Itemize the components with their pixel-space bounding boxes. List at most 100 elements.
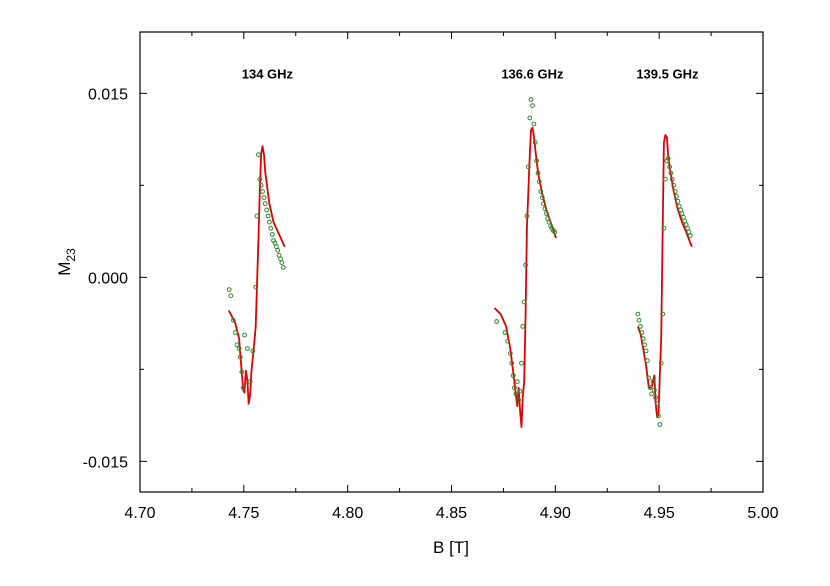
data-point xyxy=(253,284,259,290)
data-point xyxy=(275,247,281,253)
data-point xyxy=(650,379,656,385)
data-point xyxy=(653,395,658,400)
data-point xyxy=(669,176,675,182)
data-point xyxy=(671,182,677,188)
fit-line-1 xyxy=(493,126,557,428)
frequency-annotations: 134 GHz 136.6 GHz 139.5 GHz xyxy=(242,67,699,82)
data-point xyxy=(257,176,263,182)
data-point xyxy=(237,354,243,360)
data-point xyxy=(541,201,546,207)
data-point xyxy=(250,348,256,354)
data-point xyxy=(635,311,641,317)
data-point xyxy=(646,375,652,381)
data-point xyxy=(258,182,264,188)
data-point xyxy=(536,179,542,185)
data-point xyxy=(245,346,250,351)
data-point xyxy=(520,324,526,329)
data-point xyxy=(534,158,539,164)
data-point xyxy=(525,164,531,170)
data-point xyxy=(517,389,523,394)
fit-line-0 xyxy=(227,145,286,405)
data-point xyxy=(226,287,232,293)
data-point xyxy=(510,373,516,378)
data-point xyxy=(507,351,513,356)
x-tick-label: 4.80 xyxy=(332,505,363,522)
x-tick-label: 4.85 xyxy=(436,505,467,522)
data-point xyxy=(664,158,670,164)
annotation-label: 136.6 GHz xyxy=(501,67,564,82)
y-axis-title: M23 xyxy=(55,248,78,276)
x-tick-label: 4.70 xyxy=(124,505,155,522)
data-point xyxy=(672,189,678,194)
data-point xyxy=(242,332,247,338)
data-point xyxy=(502,330,508,335)
data-point xyxy=(644,358,650,364)
x-tick-label: 4.90 xyxy=(540,505,571,522)
data-point xyxy=(660,311,666,317)
y-axis-ticks: 0.015 0.000 -0.015 xyxy=(83,86,763,471)
data-point xyxy=(530,103,535,108)
data-point xyxy=(538,189,544,194)
data-point xyxy=(542,206,548,212)
data-point xyxy=(231,317,236,323)
data-point xyxy=(513,391,519,397)
data-point xyxy=(656,413,661,419)
data-point xyxy=(494,319,500,324)
data-point xyxy=(640,336,646,342)
data-point xyxy=(280,265,286,270)
data-point xyxy=(531,121,537,127)
data-point xyxy=(675,198,681,204)
x-tick-label: 5.00 xyxy=(747,505,778,522)
plot-frame xyxy=(139,31,764,493)
data-point xyxy=(638,324,643,329)
data-point xyxy=(548,223,553,229)
x-tick-label: 4.95 xyxy=(644,505,675,522)
data-point xyxy=(668,170,674,176)
data-point xyxy=(254,213,260,219)
data-point xyxy=(262,201,268,207)
data-point xyxy=(665,155,671,161)
data-point xyxy=(535,170,541,176)
data-point xyxy=(234,342,240,348)
y-tick-label: 0.000 xyxy=(88,270,128,287)
annotation-label: 139.5 GHz xyxy=(636,67,699,82)
data-point xyxy=(512,385,517,391)
data-point xyxy=(261,195,267,201)
data-point xyxy=(524,213,530,219)
y-axis-title-subscript: 23 xyxy=(64,248,78,262)
data-point xyxy=(516,397,521,403)
data-point xyxy=(674,194,679,199)
y-tick-label: -0.015 xyxy=(83,454,128,471)
data-point xyxy=(649,391,654,397)
fit-line-2 xyxy=(636,134,693,419)
data-point xyxy=(228,293,234,299)
data-point xyxy=(657,422,663,427)
data-point xyxy=(687,233,693,239)
data-point xyxy=(267,219,272,225)
data-point xyxy=(647,385,653,391)
data-point xyxy=(233,330,238,335)
data-point xyxy=(519,360,524,366)
y-tick-label: 0.015 xyxy=(88,86,128,103)
data-point xyxy=(239,369,245,375)
data-point xyxy=(663,176,668,182)
data-point xyxy=(240,385,246,391)
data-point xyxy=(256,152,261,158)
x-axis-ticks: 4.70 4.75 4.80 4.85 4.90 4.95 5.00 xyxy=(124,32,779,522)
data-point xyxy=(236,346,242,351)
data-point xyxy=(539,195,545,201)
data-point xyxy=(265,213,271,219)
data-point xyxy=(260,189,265,194)
data-point xyxy=(643,348,649,354)
data-point xyxy=(642,342,647,348)
x-tick-label: 4.75 xyxy=(228,505,259,522)
data-point xyxy=(247,379,253,385)
fit-lines xyxy=(227,126,693,428)
data-point xyxy=(268,225,274,231)
data-point xyxy=(521,299,527,305)
y-axis-title-main: M xyxy=(55,262,74,276)
data-points xyxy=(226,97,693,427)
data-point xyxy=(527,115,533,121)
data-point xyxy=(269,232,275,237)
